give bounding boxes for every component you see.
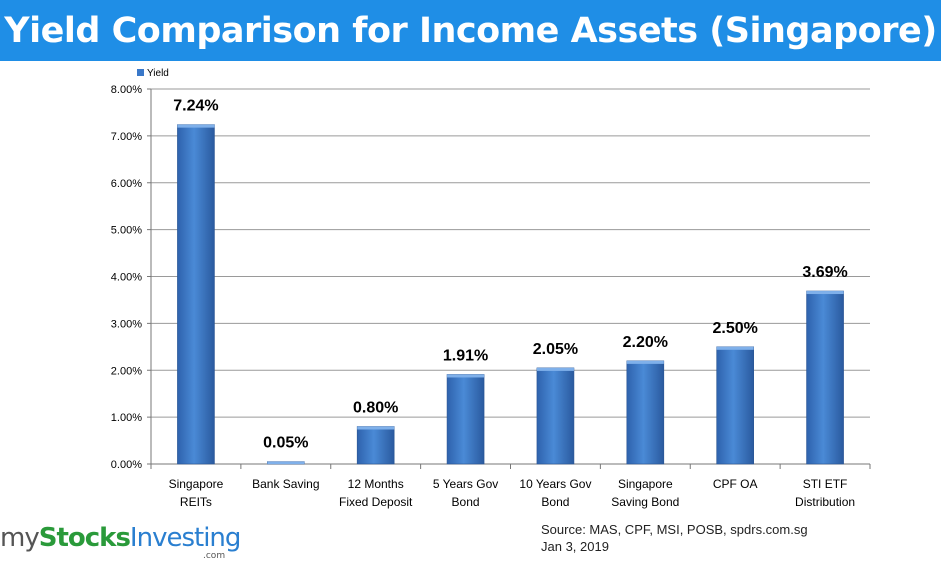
- bar-highlight: [716, 346, 754, 350]
- title-banner: Yield Comparison for Income Assets (Sing…: [0, 0, 941, 61]
- x-tick-label: Bond: [541, 495, 569, 509]
- logo-investing: Investing: [129, 523, 241, 553]
- bar: [716, 346, 754, 465]
- y-tick-label: 8.00%: [111, 84, 142, 96]
- x-tick-label: 10 Years Gov: [519, 477, 591, 491]
- bar-highlight: [447, 374, 485, 378]
- bar-chart: 0.00% 1.00% 2.00% 3.00% 4.00% 5.00% 6.00% 7.00%…: [111, 68, 871, 509]
- data-label: 2.20%: [623, 334, 668, 351]
- y-tick-label: 6.00%: [111, 178, 142, 190]
- x-tick-label: STI ETF: [803, 477, 848, 491]
- logo-my: my: [0, 523, 40, 553]
- x-tick-label: CPF OA: [713, 477, 758, 491]
- legend-label: Yield: [147, 68, 169, 79]
- source-note: Source: MAS, CPF, MSI, POSB, spdrs.com.s…: [541, 521, 808, 555]
- bar: [446, 374, 485, 465]
- x-tick-label: Singapore: [618, 477, 673, 491]
- bar-highlight: [267, 461, 305, 464]
- data-label: 3.69%: [802, 264, 847, 281]
- y-tick-label: 0.00%: [111, 459, 142, 471]
- data-label: 0.80%: [353, 400, 398, 417]
- bar: [536, 367, 575, 465]
- x-tick-label: Distribution: [795, 495, 855, 509]
- y-tick-label: 7.00%: [111, 131, 142, 143]
- data-label: 1.91%: [443, 347, 488, 364]
- x-tick-label: Fixed Deposit: [339, 495, 413, 509]
- bar-highlight: [626, 360, 664, 364]
- source-text: Source: MAS, CPF, MSI, POSB, spdrs.com.s…: [541, 522, 808, 537]
- legend-swatch: [137, 69, 144, 76]
- y-tick-label: 1.00%: [111, 412, 142, 424]
- y-tick-label: 5.00%: [111, 225, 142, 237]
- bar: [806, 290, 844, 465]
- bar-highlight: [806, 291, 844, 295]
- data-label: 2.05%: [533, 341, 578, 358]
- bar: [626, 360, 665, 465]
- x-tick-label: Saving Bond: [611, 495, 679, 509]
- y-tick-label: 3.00%: [111, 318, 142, 330]
- source-date: Jan 3, 2019: [541, 539, 609, 554]
- y-tick-label: 4.00%: [111, 272, 142, 284]
- logo-stocks: Stocks: [38, 523, 131, 553]
- y-tick-label: 2.00%: [111, 365, 142, 377]
- logo-dotcom: .com: [203, 551, 226, 561]
- bar: [177, 124, 215, 465]
- bar-highlight: [536, 367, 574, 371]
- x-tick-label: Singapore: [169, 477, 224, 491]
- page-title: Yield Comparison for Income Assets (Sing…: [4, 10, 937, 51]
- data-label: 7.24%: [173, 98, 218, 115]
- x-tick-label: 5 Years Gov: [433, 477, 498, 491]
- bar-highlight: [357, 426, 395, 430]
- x-tick-label: Bond: [452, 495, 480, 509]
- bar-highlight: [177, 124, 215, 128]
- bar: [356, 426, 395, 465]
- data-label: 2.50%: [713, 320, 758, 337]
- mystocksinvesting-logo: myStocksInvesting .com: [0, 523, 241, 561]
- data-label: 0.05%: [263, 435, 308, 452]
- x-tick-label: REITs: [180, 495, 212, 509]
- x-tick-label: 12 Months: [348, 477, 404, 491]
- x-tick-label: Bank Saving: [252, 477, 319, 491]
